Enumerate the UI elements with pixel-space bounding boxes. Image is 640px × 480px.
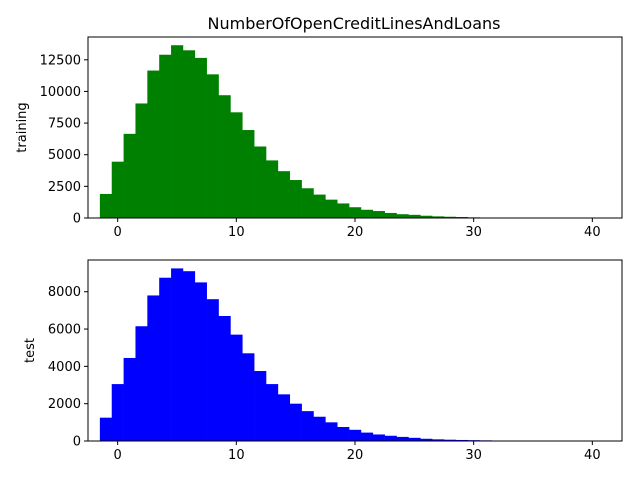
training-bars	[99, 45, 599, 219]
training-bar	[99, 193, 113, 218]
training-bar	[182, 50, 196, 219]
test-bar	[194, 282, 207, 441]
training-bar	[420, 215, 433, 218]
training-bar	[218, 95, 231, 218]
test-bar	[432, 439, 445, 441]
test-bar	[266, 384, 279, 441]
test-bar	[360, 432, 374, 441]
test-bar	[455, 439, 469, 441]
training-bar	[159, 54, 172, 219]
test-y-tick-label: 2000	[48, 397, 81, 412]
test-y-tick-label: 6000	[48, 323, 81, 338]
test-bar	[301, 411, 314, 441]
training-bar	[408, 214, 421, 218]
test-bar	[111, 384, 124, 441]
test-bar	[420, 438, 433, 441]
training-y-axis-label: training	[15, 102, 30, 152]
training-bar	[254, 146, 267, 218]
test-bar	[159, 277, 172, 441]
training-bar	[230, 112, 243, 218]
training-y-tick-label: 12500	[40, 53, 81, 68]
training-bar	[360, 209, 374, 218]
test-x-tick-label: 40	[584, 448, 601, 463]
test-y-ticks: 0 2000 4000 6000 8000	[48, 285, 88, 450]
test-bar	[337, 427, 350, 441]
test-bar	[289, 403, 302, 441]
training-bar	[123, 133, 136, 218]
training-y-tick-label: 7500	[48, 117, 81, 132]
training-bar	[266, 160, 279, 218]
training-x-tick-label: 0	[114, 225, 122, 240]
test-histogram-panel: 0 10 20 30 40 0 2000 4000 6000 8000 test	[23, 259, 623, 463]
test-y-tick-label: 0	[73, 435, 81, 450]
test-bar	[384, 435, 397, 441]
training-bar	[384, 212, 397, 218]
training-bar	[444, 216, 457, 218]
training-bar	[337, 203, 350, 218]
training-bar	[325, 199, 338, 218]
test-bar	[372, 434, 385, 441]
test-y-axis-label: test	[23, 338, 38, 363]
training-y-tick-label: 5000	[48, 148, 81, 163]
test-bar	[396, 436, 409, 441]
test-bar	[444, 439, 457, 441]
test-bar	[408, 437, 421, 441]
training-bar	[277, 171, 291, 218]
training-y-tick-label: 0	[73, 212, 81, 227]
training-y-ticks: 0 2500 5000 7500 10000 12500	[40, 53, 88, 227]
training-bar	[171, 45, 184, 219]
training-bar	[349, 207, 362, 218]
training-x-tick-label: 20	[347, 225, 364, 240]
test-bar	[147, 295, 160, 441]
training-bar	[372, 211, 385, 218]
training-bar	[147, 70, 160, 218]
training-y-tick-label: 2500	[48, 180, 81, 195]
training-bar	[242, 130, 255, 218]
chart-title: NumberOfOpenCreditLinesAndLoans	[208, 14, 501, 33]
training-bar	[194, 57, 207, 219]
training-bar	[135, 103, 148, 218]
test-bar	[218, 315, 231, 441]
training-x-tick-label: 40	[584, 225, 601, 240]
test-y-tick-label: 8000	[48, 285, 81, 300]
training-x-ticks: 0 10 20 30 40	[114, 218, 601, 240]
test-bar	[171, 268, 184, 441]
training-bar	[313, 194, 326, 218]
training-bar	[206, 74, 219, 218]
test-x-tick-label: 0	[114, 448, 122, 463]
training-bar	[289, 180, 302, 218]
test-y-tick-label: 4000	[48, 360, 81, 375]
test-bar	[230, 334, 243, 441]
test-bar	[349, 429, 362, 441]
training-bar	[111, 161, 124, 218]
test-bar	[254, 371, 267, 441]
test-bar	[313, 416, 326, 441]
test-bar	[206, 299, 219, 441]
training-bar	[455, 216, 469, 218]
training-bar	[432, 216, 445, 218]
training-bar	[301, 188, 314, 218]
training-y-tick-label: 10000	[40, 85, 81, 100]
training-histogram-panel: 0 10 20 30 40 0 2500 5000 7500 10000 12500 traini…	[15, 36, 623, 240]
test-x-tick-label: 10	[228, 448, 245, 463]
test-x-tick-label: 30	[465, 448, 482, 463]
test-bar	[242, 353, 255, 441]
test-bars	[99, 268, 599, 441]
test-bar	[123, 357, 136, 441]
training-x-tick-label: 10	[228, 225, 245, 240]
test-bar	[135, 326, 148, 441]
training-x-tick-label: 30	[465, 225, 482, 240]
test-bar	[325, 422, 338, 441]
test-x-tick-label: 20	[347, 448, 364, 463]
test-bar	[182, 271, 196, 441]
test-bar	[99, 417, 113, 441]
test-x-ticks: 0 10 20 30 40	[114, 441, 601, 463]
test-bar	[277, 394, 291, 441]
training-bar	[396, 214, 409, 218]
